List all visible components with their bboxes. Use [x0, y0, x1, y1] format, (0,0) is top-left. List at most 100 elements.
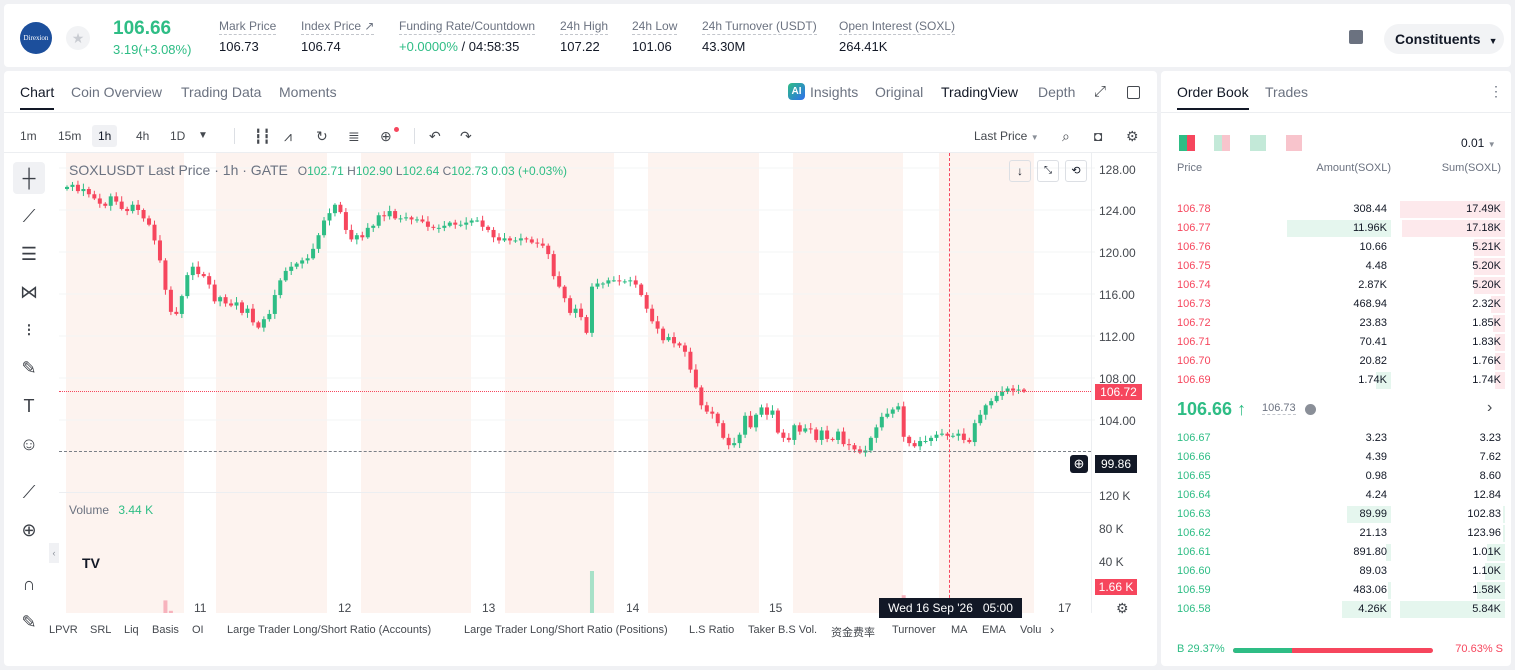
expand-icon[interactable]: ⤢	[1094, 83, 1107, 100]
trendline-tool-icon[interactable]: ⟋	[22, 206, 36, 226]
row-amount: 0.98	[1365, 470, 1387, 482]
bid-row[interactable]: 106.58 4.26K 5.84K	[1161, 600, 1511, 619]
tab-tradingview[interactable]: TradingView	[941, 84, 1019, 100]
replay-icon[interactable]: ↻	[316, 128, 328, 144]
row-amount: 20.82	[1359, 355, 1387, 367]
ask-row[interactable]: 106.74 2.87K 5.20K	[1161, 276, 1511, 295]
crosshair-tool-icon[interactable]: ┼	[13, 162, 45, 194]
camera-icon[interactable]: ◘	[1094, 128, 1103, 144]
timeframe-dropdown-icon[interactable]: ▼	[198, 130, 208, 141]
indicator-funding-rate[interactable]: 资金费率	[831, 627, 875, 639]
bid-row[interactable]: 106.60 89.03 1.10K	[1161, 562, 1511, 581]
indicator-liq[interactable]: Liq	[124, 624, 139, 636]
indicator-taker-vol[interactable]: Taker B.S Vol.	[748, 624, 818, 636]
candlestick-chart[interactable]	[59, 153, 1095, 613]
indicator-basis[interactable]: Basis	[152, 624, 179, 636]
candle-body	[1016, 389, 1021, 391]
gear-icon[interactable]: ⚙	[1126, 128, 1139, 144]
row-price: 106.67	[1177, 432, 1211, 444]
constituents-dropdown[interactable]: Constituents ▼	[1384, 24, 1504, 54]
zoom-tool-icon[interactable]: ⊕	[21, 520, 37, 540]
book-icon[interactable]	[1349, 30, 1363, 44]
brush-tool-icon[interactable]: ✎	[21, 358, 37, 378]
bid-row[interactable]: 106.63 89.99 102.83	[1161, 505, 1511, 524]
tab-original[interactable]: Original	[875, 84, 924, 100]
candle-body	[491, 229, 496, 238]
tab-moments[interactable]: Moments	[279, 84, 337, 100]
pattern-tool-icon[interactable]: ⋈	[20, 282, 38, 302]
indicator-icon[interactable]: ⩘	[284, 128, 292, 144]
stat-index-price[interactable]: Index Price ↗ 106.74	[301, 19, 375, 54]
tab-trades[interactable]: Trades	[1265, 84, 1309, 100]
ask-row[interactable]: 106.69 1.74K 1.74K	[1161, 371, 1511, 390]
ask-row[interactable]: 106.78 308.44 17.49K	[1161, 200, 1511, 219]
ask-row[interactable]: 106.73 468.94 2.32K	[1161, 295, 1511, 314]
text-tool-icon[interactable]: T	[23, 396, 35, 416]
window-icon[interactable]	[1127, 86, 1140, 99]
bid-row[interactable]: 106.64 4.24 12.84	[1161, 486, 1511, 505]
collapse-toolbar-icon[interactable]: ‹	[49, 543, 59, 563]
ask-row[interactable]: 106.76 10.66 5.21K	[1161, 238, 1511, 257]
indicator-volume[interactable]: Volu	[1020, 624, 1042, 636]
add-indicator-icon[interactable]: ⊕	[380, 125, 399, 147]
view-bids-icon[interactable]	[1250, 135, 1266, 151]
tab-coin-overview[interactable]: Coin Overview	[71, 84, 163, 100]
add-order-icon[interactable]: ⊕	[1070, 455, 1088, 473]
timeframe-15m[interactable]: 15m	[58, 129, 82, 143]
chevron-right-icon[interactable]: ›	[1487, 399, 1493, 416]
search-icon[interactable]: ⌕	[1062, 128, 1070, 144]
bid-row[interactable]: 106.59 483.06 1.58K	[1161, 581, 1511, 600]
ask-row[interactable]: 106.71 70.41 1.83K	[1161, 333, 1511, 352]
view-both-icon[interactable]	[1179, 135, 1195, 151]
favorite-star-icon[interactable]: ★	[66, 26, 90, 50]
indicator-lpvr[interactable]: LPVR	[49, 624, 78, 636]
stat-mark-price: Mark Price 106.73	[219, 19, 277, 54]
view-asks-icon[interactable]	[1214, 135, 1230, 151]
lock-drawing-icon[interactable]: ✎	[21, 612, 37, 632]
precision-select[interactable]: 0.01 ▼	[1461, 136, 1496, 150]
indicator-srl[interactable]: SRL	[90, 624, 112, 636]
collapse-icon[interactable]: ⤡	[1037, 160, 1059, 182]
timeframe-4h[interactable]: 4h	[136, 129, 150, 143]
layout-icon[interactable]: ≣	[348, 128, 360, 144]
bid-row[interactable]: 106.65 0.98 8.60	[1161, 467, 1511, 486]
tab-chart[interactable]: Chart	[20, 84, 55, 110]
indicator-ls-accounts[interactable]: Large Trader Long/Short Ratio (Accounts)	[227, 624, 432, 636]
redo-icon[interactable]: ↷	[460, 128, 472, 144]
indicators-next-icon[interactable]: ›	[1050, 622, 1055, 637]
ask-row[interactable]: 106.70 20.82 1.76K	[1161, 352, 1511, 371]
undo-icon[interactable]: ↶	[429, 128, 441, 144]
ask-row[interactable]: 106.75 4.48 5.20K	[1161, 257, 1511, 276]
ask-row[interactable]: 106.77 11.96K 17.18K	[1161, 219, 1511, 238]
more-icon[interactable]: ⋮	[1489, 83, 1503, 99]
indicator-ls-ratio[interactable]: L.S Ratio	[689, 624, 735, 636]
indicator-ma[interactable]: MA	[951, 624, 968, 636]
tab-insights[interactable]: Insights	[810, 84, 859, 100]
bid-row[interactable]: 106.67 3.23 3.23	[1161, 429, 1511, 448]
bid-row[interactable]: 106.66 4.39 7.62	[1161, 448, 1511, 467]
bid-row[interactable]: 106.61 891.80 1.01K	[1161, 543, 1511, 562]
candle-type-icon[interactable]: ┇┇	[254, 128, 271, 144]
reset-chart-icon[interactable]: ⟲	[1065, 160, 1087, 182]
timeframe-1m[interactable]: 1m	[20, 129, 37, 143]
magnet-tool-icon[interactable]: ∩	[22, 574, 36, 594]
indicator-ema[interactable]: EMA	[982, 624, 1006, 636]
timeframe-1d[interactable]: 1D	[170, 129, 186, 143]
indicator-oi[interactable]: OI	[192, 624, 204, 636]
tab-depth[interactable]: Depth	[1038, 84, 1076, 100]
fib-tool-icon[interactable]: ☰	[20, 244, 38, 264]
indicator-turnover[interactable]: Turnover	[892, 624, 936, 636]
emoji-tool-icon[interactable]: ☺	[19, 434, 39, 454]
tab-order-book[interactable]: Order Book	[1177, 84, 1249, 110]
timeframe-1h[interactable]: 1h	[92, 125, 118, 147]
tab-trading-data[interactable]: Trading Data	[181, 84, 262, 100]
chart-settings-icon[interactable]: ⚙	[1116, 600, 1129, 616]
projection-tool-icon[interactable]: ⁝	[26, 320, 32, 340]
view-depth-icon[interactable]	[1286, 135, 1302, 151]
ruler-tool-icon[interactable]: ⟋	[22, 482, 36, 502]
price-type-dropdown[interactable]: Last Price ▼	[974, 129, 1039, 143]
indicator-ls-positions[interactable]: Large Trader Long/Short Ratio (Positions…	[464, 624, 668, 636]
bid-row[interactable]: 106.62 21.13 123.96	[1161, 524, 1511, 543]
scroll-down-icon[interactable]: ↓	[1009, 160, 1031, 182]
ask-row[interactable]: 106.72 23.83 1.85K	[1161, 314, 1511, 333]
